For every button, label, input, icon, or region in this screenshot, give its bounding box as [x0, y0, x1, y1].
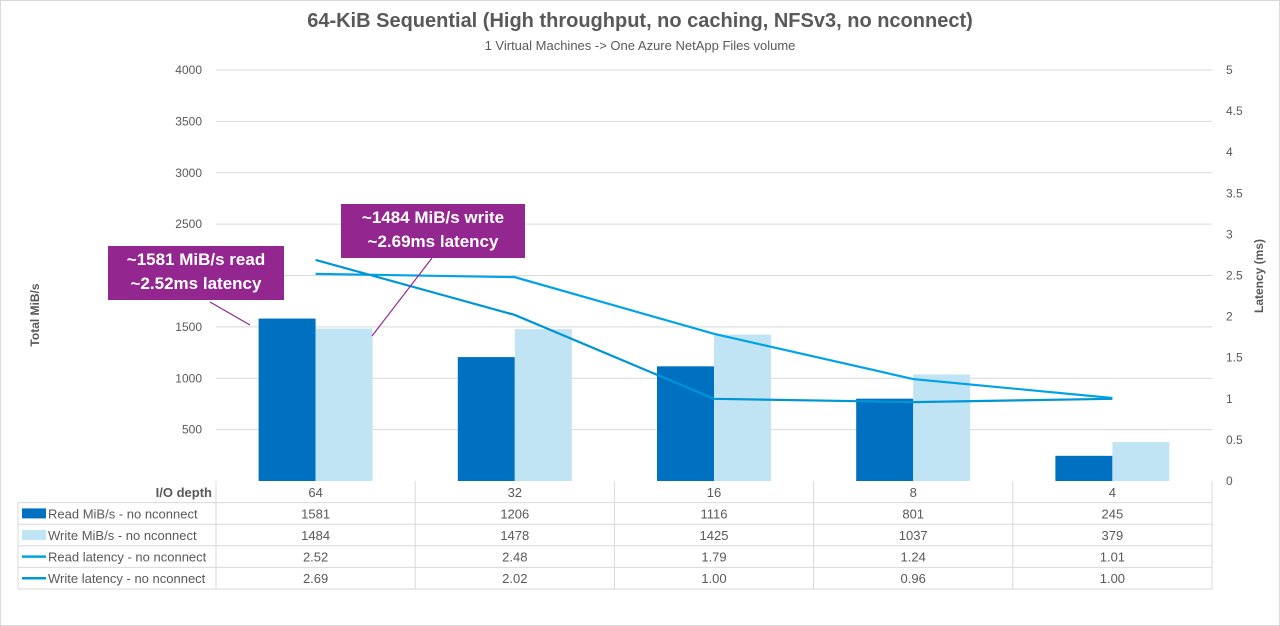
- bar-write: [714, 334, 771, 481]
- bar-write: [1112, 442, 1170, 481]
- legend-label: Write MiB/s - no nconnect: [48, 528, 197, 543]
- y2-tick-label: 2.5: [1226, 269, 1243, 283]
- read-callout-line-2: ~2.52ms latency: [130, 274, 262, 293]
- read-callout-leader: [209, 301, 251, 326]
- data-label: 1425: [700, 528, 729, 543]
- y-axis-title: Total MiB/s: [28, 283, 42, 346]
- y2-tick-label: 3.5: [1226, 186, 1243, 200]
- legend-swatch: [22, 508, 46, 519]
- bar-read: [856, 398, 914, 481]
- data-label: 1116: [701, 506, 728, 521]
- read-callout: ~1581 MiB/s read ~2.52ms latency: [108, 246, 284, 300]
- data-label: 2.02: [502, 571, 527, 586]
- bar-read: [258, 318, 316, 481]
- legend-label: Write latency - no nconnect: [48, 571, 206, 586]
- data-label: 1.01: [1100, 550, 1125, 565]
- legend-label: Read latency - no nconnect: [48, 550, 207, 565]
- y2-tick-label: 0: [1226, 474, 1233, 488]
- chart-title: 64-KiB Sequential (High throughput, no c…: [307, 10, 973, 32]
- x-tick-label: 4: [1109, 485, 1116, 500]
- y-tick-label: 4000: [175, 63, 202, 77]
- y2-tick-label: 4.5: [1226, 104, 1243, 118]
- write-callout-line-2: ~2.69ms latency: [367, 232, 499, 251]
- bar-read: [1055, 455, 1113, 481]
- write-callout: ~1484 MiB/s write ~2.69ms latency: [341, 204, 525, 258]
- y2-tick-label: 0.5: [1226, 433, 1243, 447]
- data-label: 1.00: [701, 571, 726, 586]
- bar-read: [457, 357, 515, 481]
- data-label: 1.24: [901, 550, 926, 565]
- y-tick-label: 1000: [175, 371, 202, 385]
- legend-swatch: [22, 530, 46, 540]
- y2-tick-label: 4: [1226, 145, 1233, 159]
- data-label: 0.96: [901, 571, 926, 586]
- bar-write: [514, 329, 572, 481]
- y2-axis-title: Latency (ms): [1252, 239, 1266, 313]
- write-callout-leader: [371, 257, 433, 337]
- read-callout-line-1: ~1581 MiB/s read: [126, 250, 266, 269]
- y2-tick-label: 3: [1226, 227, 1233, 241]
- y2-tick-label: 5: [1226, 63, 1233, 77]
- data-label: 1.00: [1100, 571, 1125, 586]
- legend-label: Read MiB/s - no nconnect: [48, 506, 198, 521]
- data-label: 1037: [899, 528, 928, 543]
- table-header-label: I/O depth: [156, 485, 212, 500]
- write-latency-line: [315, 258, 1113, 404]
- y-tick-label: 2500: [175, 217, 202, 231]
- bar-read: [657, 366, 714, 481]
- y2-tick-label: 1: [1226, 392, 1233, 406]
- y-tick-label: 3500: [175, 114, 202, 128]
- y2-tick-label: 1.5: [1226, 351, 1243, 365]
- x-tick-label: 16: [707, 485, 721, 500]
- data-label: 2.69: [303, 571, 328, 586]
- write-callout-line-1: ~1484 MiB/s write: [361, 208, 505, 227]
- data-label: 2.52: [303, 550, 328, 565]
- data-label: 245: [1102, 506, 1124, 521]
- read-latency-line: [315, 272, 1113, 400]
- x-tick-label: 64: [308, 485, 322, 500]
- y-tick-label: 1500: [175, 320, 202, 334]
- data-label: 1484: [301, 528, 330, 543]
- data-label: 1581: [301, 506, 330, 521]
- chart-subtitle: 1 Virtual Machines -> One Azure NetApp F…: [484, 38, 796, 53]
- data-label: 801: [902, 506, 924, 521]
- bar-write: [913, 374, 971, 481]
- x-tick-label: 32: [508, 485, 522, 500]
- data-label: 1478: [500, 528, 529, 543]
- x-tick-label: 8: [910, 485, 917, 500]
- data-label: 1.79: [701, 550, 726, 565]
- y-tick-label: 3000: [175, 166, 202, 180]
- y-tick-label: 500: [182, 423, 202, 437]
- data-label: 1206: [500, 506, 529, 521]
- data-label: 2.48: [502, 550, 527, 565]
- bar-write: [315, 328, 373, 481]
- data-label: 379: [1102, 528, 1124, 543]
- y2-tick-label: 2: [1226, 310, 1233, 324]
